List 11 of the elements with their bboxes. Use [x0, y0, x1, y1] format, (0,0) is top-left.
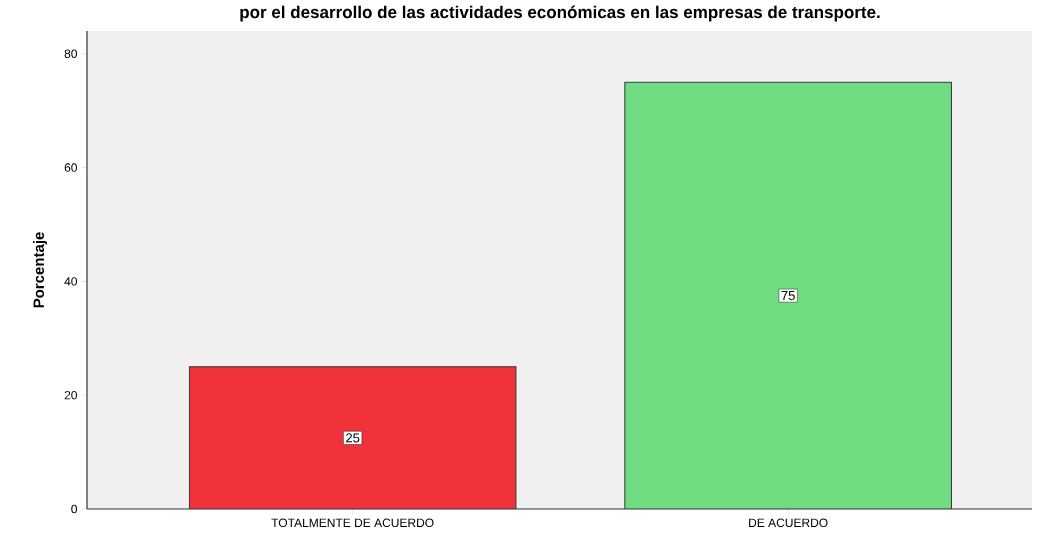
y-tick-label: 40	[64, 277, 78, 286]
y-tick-label: 0	[71, 504, 78, 514]
data-label: 25	[346, 433, 360, 443]
x-tick-label: DE ACUERDO	[749, 518, 828, 528]
y-tick-label: 20	[64, 390, 78, 400]
x-tick-label: TOTALMENTE DE ACUERDO	[271, 518, 434, 528]
y-tick-label: 60	[64, 163, 78, 172]
y-axis-title: Porcentaje	[33, 232, 47, 308]
y-tick-label: 80	[64, 49, 78, 58]
data-label: 75	[781, 291, 795, 301]
chart-title: por el desarrollo de las actividades económicas en las empresas de transporte.	[240, 5, 880, 22]
